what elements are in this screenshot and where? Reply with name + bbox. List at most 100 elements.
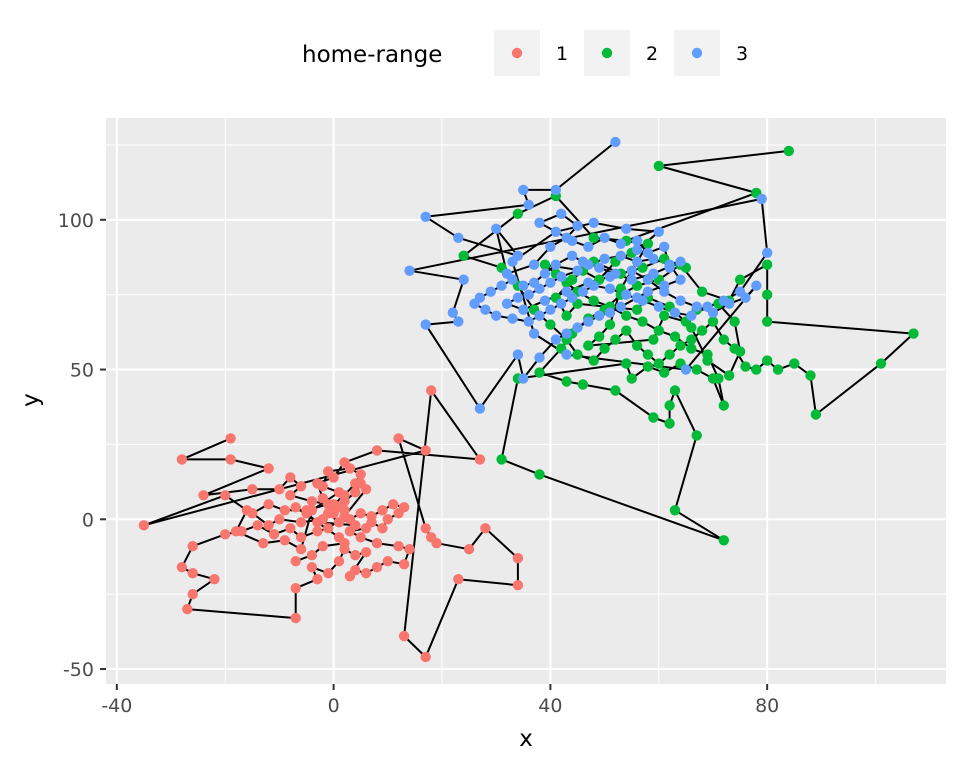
data-point-3 [604, 271, 616, 282]
data-point-2 [621, 310, 632, 321]
data-point-2 [610, 334, 621, 345]
data-point-3 [642, 274, 654, 285]
data-point-1 [393, 541, 404, 552]
data-point-2 [772, 364, 784, 375]
data-point-3 [740, 292, 751, 303]
data-point-1 [306, 550, 318, 561]
data-point-1 [285, 490, 296, 501]
legend-key-point [601, 47, 613, 59]
legend-label: 2 [646, 43, 658, 65]
data-point-3 [707, 307, 719, 318]
data-point-1 [198, 490, 209, 501]
data-point-1 [360, 484, 372, 495]
data-point-1 [295, 481, 307, 492]
data-point-3 [512, 292, 524, 303]
data-point-3 [539, 268, 551, 279]
data-point-2 [783, 145, 794, 157]
data-point-1 [290, 556, 301, 567]
data-point-1 [312, 517, 323, 528]
data-point-2 [659, 367, 670, 378]
data-point-3 [691, 301, 702, 312]
data-point-2 [762, 355, 773, 366]
data-point-3 [588, 217, 599, 228]
data-point-3 [724, 298, 735, 309]
data-point-1 [480, 523, 491, 534]
data-point-2 [653, 325, 664, 336]
grid-lines [106, 118, 946, 684]
data-point-2 [653, 358, 664, 369]
data-point-3 [675, 274, 686, 285]
data-point-2 [669, 505, 681, 516]
data-point-1 [350, 478, 361, 489]
data-point-3 [458, 274, 469, 285]
data-point-1 [247, 484, 258, 495]
data-point-1 [295, 517, 307, 528]
data-point-3 [604, 307, 616, 318]
data-point-2 [577, 379, 589, 390]
data-point-2 [696, 286, 708, 297]
data-point-3 [534, 352, 545, 363]
data-point-2 [642, 349, 654, 360]
data-point-1 [285, 523, 296, 534]
data-point-3 [523, 199, 534, 210]
data-point-2 [718, 400, 729, 411]
data-point-2 [664, 418, 675, 429]
data-point-3 [545, 241, 556, 252]
data-point-3 [631, 235, 643, 246]
data-point-3 [669, 307, 681, 318]
data-point-1 [138, 520, 150, 531]
data-point-2 [588, 232, 599, 243]
data-point-1 [295, 532, 307, 543]
data-point-2 [561, 310, 572, 321]
data-point-3 [604, 283, 616, 294]
data-point-3 [572, 265, 583, 276]
data-point-2 [642, 238, 654, 249]
data-point-2 [631, 340, 643, 351]
data-point-3 [751, 280, 762, 291]
data-point-3 [556, 271, 567, 282]
data-point-3 [621, 223, 632, 234]
data-point-1 [241, 505, 253, 516]
data-point-1 [420, 651, 431, 663]
data-point-3 [480, 304, 491, 315]
data-point-3 [447, 307, 458, 318]
data-point-1 [431, 538, 442, 549]
data-point-3 [469, 298, 480, 309]
data-point-2 [908, 328, 919, 339]
data-point-2 [729, 316, 740, 327]
data-point-2 [572, 349, 583, 360]
data-point-3 [474, 403, 486, 414]
data-point-3 [621, 289, 632, 300]
data-point-1 [187, 541, 198, 552]
data-point-2 [664, 349, 675, 360]
data-point-2 [686, 322, 697, 333]
data-point-1 [274, 484, 285, 495]
data-point-3 [594, 310, 605, 321]
data-point-1 [426, 385, 437, 396]
data-point-2 [707, 316, 719, 327]
data-point-2 [724, 370, 735, 381]
data-point-3 [762, 247, 773, 258]
data-point-1 [306, 496, 318, 507]
data-point-1 [328, 499, 339, 510]
data-point-3 [550, 259, 561, 270]
data-point-1 [377, 523, 388, 534]
data-point-2 [669, 331, 681, 342]
data-point-1 [350, 487, 361, 498]
data-point-2 [659, 310, 670, 321]
data-point-2 [664, 400, 675, 411]
data-point-1 [187, 568, 198, 579]
data-point-1 [453, 574, 464, 585]
data-point-3 [550, 334, 561, 345]
data-point-3 [523, 289, 534, 300]
data-point-1 [323, 568, 334, 579]
data-point-2 [740, 361, 751, 372]
y-tick-label: -50 [63, 659, 94, 681]
data-point-1 [182, 603, 193, 615]
data-point-1 [371, 445, 383, 456]
data-point-1 [301, 508, 312, 519]
data-point-1 [252, 520, 263, 531]
data-point-3 [642, 286, 654, 297]
data-point-3 [626, 265, 637, 276]
data-point-1 [339, 538, 350, 549]
